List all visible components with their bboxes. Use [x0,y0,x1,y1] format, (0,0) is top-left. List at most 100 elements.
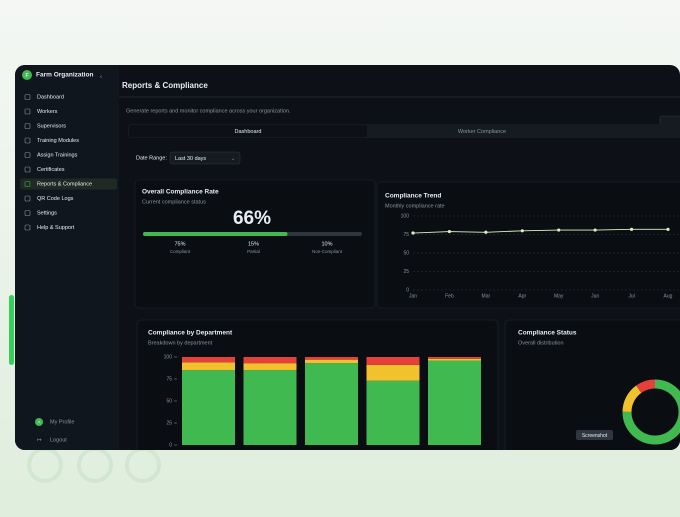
trend-point [629,227,634,231]
stat-value: 75% [174,241,185,247]
nav-item[interactable]: Dashboard [37,94,64,100]
bar-segment [305,359,358,364]
x-tick-label: Apr [518,293,526,299]
nav-item[interactable]: Supervisors [37,123,66,129]
y-tick-label: 75 [403,232,409,238]
trend-point [484,230,488,234]
trend-point [520,229,524,233]
compliance-rate: 66% [233,208,271,229]
trend-point [593,228,597,232]
avatar-initial: A [37,420,40,425]
sidebar [15,65,119,450]
nav-icon [24,152,31,158]
card-subtitle: Current compliance status [142,199,206,205]
card-title: Compliance Trend [385,193,441,200]
card-subtitle: Breakdown by department [148,340,213,346]
logout-link[interactable]: Logout [50,437,67,443]
trend-point [411,231,415,235]
x-tick-label: Jan [409,293,417,299]
card-title: Compliance by Department [148,330,233,337]
bar-segment [366,357,420,365]
bar-segment [182,370,235,445]
nav-item[interactable]: Settings [37,210,57,216]
bar-segment [243,363,297,371]
trend-point [447,229,452,234]
nav-item[interactable]: Training Modules [37,138,79,144]
nav-icon [24,166,31,173]
accent-bar [9,295,14,365]
y-tick-label: 25 [166,420,172,426]
stat-label: Compliant [170,249,191,254]
tab-label[interactable]: Worker Compliance [458,129,506,135]
stat-label: Non-Compliant [312,249,343,254]
tooltip [576,430,613,440]
tab-active[interactable] [129,125,367,137]
nav-icon [24,210,31,216]
stat-label: Partial [247,249,260,254]
date-select-value[interactable]: Last 30 days [175,156,206,162]
nav-item[interactable]: Certificates [37,167,65,173]
card-title: Overall Compliance Rate [142,189,219,196]
x-tick-label: Feb [445,293,454,299]
nav-active [20,178,117,190]
y-tick-label: 50 [166,398,172,404]
logout-icon: ↦ [37,437,42,443]
card-title: Compliance Status [518,330,577,337]
card-subtitle: Monthly compliance rate [385,203,445,209]
profile-link[interactable]: My Profile [50,419,74,425]
page-subtitle: Generate reports and monitor compliance … [126,108,291,114]
nav-item[interactable]: QR Code Logs [37,196,74,202]
y-tick-label: 100 [164,354,173,360]
page-title: Reports & Compliance [122,81,208,90]
nav-icon [24,181,31,187]
x-tick-label: Jun [591,293,599,299]
bar-segment [366,364,420,381]
nav-item[interactable]: Help & Support [37,225,75,231]
trend-point [557,228,561,232]
x-tick-label: Jul [628,293,634,299]
logo-initial: F [25,73,28,79]
y-tick-label: 25 [403,269,409,275]
nav-icon [24,123,31,129]
y-tick-label: 0 [406,287,409,293]
card [134,179,376,309]
logo [22,70,32,80]
x-tick-label: Aug [664,293,673,299]
bar-segment [428,360,481,445]
date-select[interactable] [169,151,241,165]
bar-segment [182,357,235,363]
select-caret: ⌄ [231,156,235,162]
card-subtitle: Overall distribution [518,340,564,346]
bar-segment [428,358,481,361]
y-tick-label: 100 [401,213,410,219]
avatar [35,418,43,426]
bar-segment [366,380,420,445]
nav-icon [24,94,31,100]
trend-point [666,227,670,231]
progress-fill [143,232,288,236]
org-name: Farm Organization [36,72,93,79]
donut-segment [622,379,680,445]
nav-item[interactable]: Workers [37,109,58,115]
bar-segment [305,363,358,445]
bar-segment [428,357,481,359]
x-tick-label: May [554,293,564,299]
card [504,319,680,450]
x-tick-label: Mar [482,293,491,299]
nav-item[interactable]: Assign Trainings [37,152,78,158]
stat-value: 15% [248,241,259,247]
tab-label[interactable]: Dashboard [235,129,262,135]
bar-segment [243,357,297,364]
bar-segment [243,370,297,445]
collapse-button[interactable]: ‹ [100,75,102,81]
nav-icon [24,195,31,202]
tooltip-text: Screenshot [582,433,608,439]
nav-icon [24,108,31,115]
nav-item[interactable]: Reports & Compliance [37,181,92,187]
y-tick-label: 75 [166,376,172,382]
nav-icon [24,224,31,231]
y-tick-label: 0 [169,442,172,448]
bar-segment [182,362,235,371]
